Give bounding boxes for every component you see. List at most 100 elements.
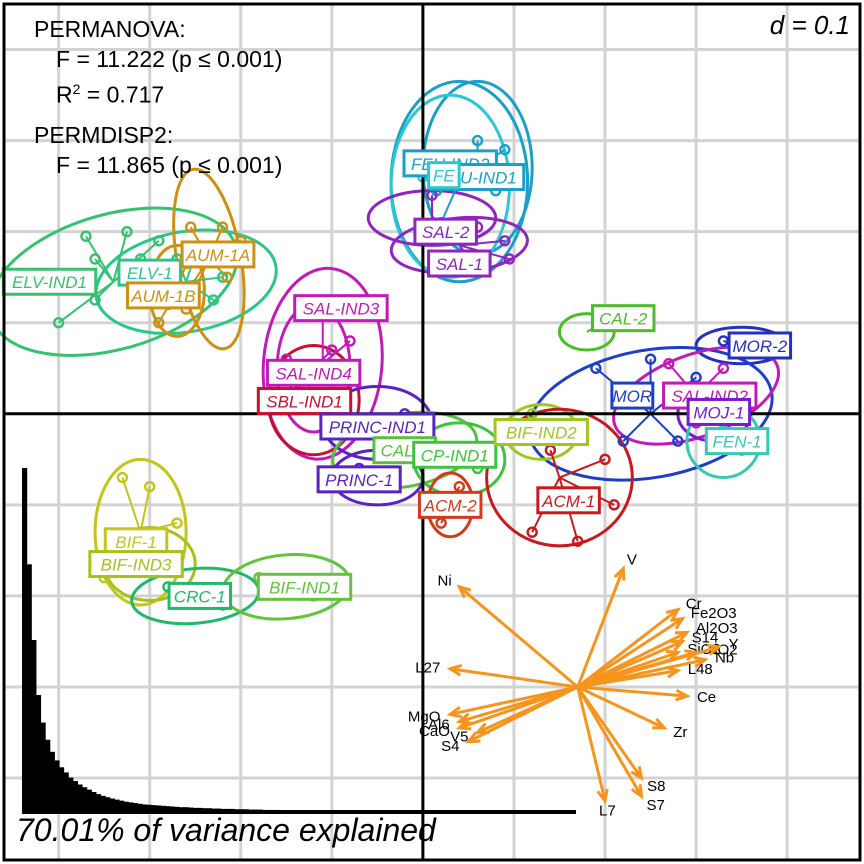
group-label-moj-1: MOJ-1 xyxy=(693,403,744,422)
point-aum-1a xyxy=(221,271,233,283)
label-box-sal-1 xyxy=(427,249,492,278)
point-elv-ind1 xyxy=(52,317,65,329)
point-mor xyxy=(644,353,657,365)
label-box-sal-ind4 xyxy=(265,358,362,387)
scree-bar xyxy=(206,808,212,812)
group-labels: ELV-IND1ELV-1AUM-1AAUM-1BFEU-IND2FEU-IND… xyxy=(1,149,793,610)
label-box-crc-1 xyxy=(167,581,233,610)
point-mor xyxy=(617,435,629,447)
scree-bar xyxy=(118,800,125,812)
label-box-sal-ind3 xyxy=(293,294,389,323)
scree-bar xyxy=(220,808,226,812)
scree-bar xyxy=(146,804,152,812)
vector-head-fe2o3 xyxy=(670,616,686,630)
scree-bar xyxy=(215,808,222,812)
group-label-sal-2: SAL-2 xyxy=(422,223,470,242)
scree-bar xyxy=(275,809,282,812)
label-box-fe xyxy=(427,161,461,190)
vector-label-fe2o3: Fe2O3 xyxy=(691,605,737,622)
label-box-sal-2 xyxy=(413,217,478,246)
vector-arrow-ni xyxy=(458,585,579,689)
vector-label-cr: Cr xyxy=(686,595,702,612)
group-label-mor-2: MOR-2 xyxy=(732,337,787,356)
vector-arrow-l27 xyxy=(450,667,578,689)
permdisp-title: PERMDISP2: xyxy=(34,121,174,148)
group-label-bif-1: BIF-1 xyxy=(115,533,157,552)
ellipse-sal-ind3 xyxy=(261,266,384,461)
point-bif-1 xyxy=(171,517,183,529)
scree-bar xyxy=(132,803,139,812)
spoke-elv-ind1 xyxy=(112,231,128,283)
group-label-fen-1: FEN-1 xyxy=(713,433,762,452)
point-elv-1 xyxy=(207,294,220,306)
scree-bar xyxy=(49,751,55,812)
label-box-acm-2 xyxy=(417,490,483,519)
scree-bar xyxy=(91,792,97,812)
variance-explained-label: 70.01% of variance explained xyxy=(16,812,436,848)
scree-bar xyxy=(86,789,92,812)
point-acm-1 xyxy=(608,499,620,511)
r2-sup: 2 xyxy=(72,81,81,97)
vector-label-ni: Ni xyxy=(438,572,452,589)
vector-label-y: Y xyxy=(728,636,738,653)
label-box-bif-1 xyxy=(103,527,169,556)
point-bif-1 xyxy=(116,471,129,484)
vector-head-s8 xyxy=(630,765,644,782)
vector-label-cao: CaO xyxy=(419,723,450,740)
scree-bar xyxy=(248,809,254,812)
group-label-sal-1: SAL-1 xyxy=(436,255,483,274)
scree-bar xyxy=(238,809,245,812)
spoke-acm-1 xyxy=(559,458,606,479)
scree-bar xyxy=(178,807,185,812)
vector-head-mgo xyxy=(446,706,463,719)
vector-arrow-mgo xyxy=(449,685,579,716)
label-box-cp-ind1 xyxy=(412,440,498,469)
point-acm-1 xyxy=(526,526,538,538)
scree-bar xyxy=(137,803,143,812)
vector-label-nb: Nb xyxy=(715,650,734,667)
group-label-acm-1: ACM-1 xyxy=(541,492,595,511)
scree-bar xyxy=(169,806,175,812)
scree-bar xyxy=(243,809,249,812)
point-elv-ind1 xyxy=(121,225,133,238)
permdisp-f: F = 11.865 (p ≤ 0.001) xyxy=(56,151,283,178)
scree-bar xyxy=(197,807,203,812)
vector-label-zr: Zr xyxy=(673,724,687,741)
label-box-bif-ind2 xyxy=(493,418,589,446)
label-box-aum-1a xyxy=(180,240,256,269)
scree-bar xyxy=(128,802,134,812)
vector-head-s14 xyxy=(670,639,686,652)
vector-arrow-s4 xyxy=(467,685,579,743)
scree-bar xyxy=(72,781,78,812)
group-label-sal-ind4: SAL-IND4 xyxy=(275,364,352,383)
scree-bar xyxy=(252,809,259,812)
scree-bar xyxy=(68,777,74,812)
scree-bar xyxy=(174,806,180,812)
vector-arrow-y xyxy=(577,645,720,689)
vector-label-v: V xyxy=(627,551,637,568)
group-label-bif-ind1: BIF-IND1 xyxy=(269,578,340,597)
scree-bar xyxy=(82,787,88,812)
vector-label-l7: L7 xyxy=(599,803,616,820)
r2-value: = 0.717 xyxy=(80,81,165,108)
scree-bar xyxy=(100,795,106,812)
scree-bar xyxy=(211,808,217,812)
vector-head-ni xyxy=(456,584,472,599)
scree-bar xyxy=(58,767,65,812)
vector-head-l48 xyxy=(665,666,682,679)
scree-bar xyxy=(271,809,277,812)
group-label-crc-1: CRC-1 xyxy=(174,587,226,606)
point-aum-1a xyxy=(216,221,229,233)
point-acm-1 xyxy=(572,535,584,547)
scree-bar xyxy=(257,809,263,812)
vector-arrow-l48 xyxy=(577,669,679,689)
vector-label-l48: L48 xyxy=(688,661,713,678)
scree-bar xyxy=(114,799,120,812)
label-box-mor-2 xyxy=(727,331,793,360)
scree-bar xyxy=(188,807,194,812)
point-elv-ind1 xyxy=(80,230,92,242)
label-box-sbl-ind1 xyxy=(256,387,353,416)
environmental-vectors: NiVCrFe2O3Al2O3S14SiO2TiO2YNbL48CeZrS8S7… xyxy=(408,551,739,819)
